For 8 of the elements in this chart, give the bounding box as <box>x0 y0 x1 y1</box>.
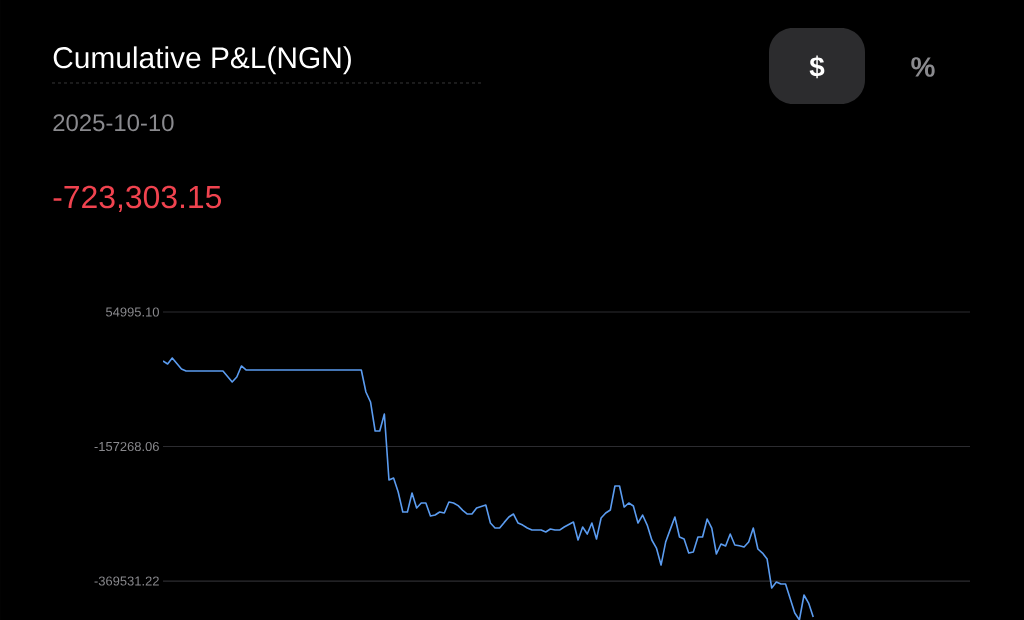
chart-subtitle: 2025-10-10 <box>53 114 174 132</box>
text: % <box>911 57 935 77</box>
text: -723,303.15 <box>53 185 222 213</box>
chart-title: Cumulative P&L(NGN) <box>53 46 351 75</box>
text: $ <box>809 55 825 79</box>
y-tick-label: 54995.10 <box>105 307 159 317</box>
y-tick-label: -369531.22 <box>94 576 159 586</box>
y-tick-label: -157268.06 <box>94 441 159 452</box>
